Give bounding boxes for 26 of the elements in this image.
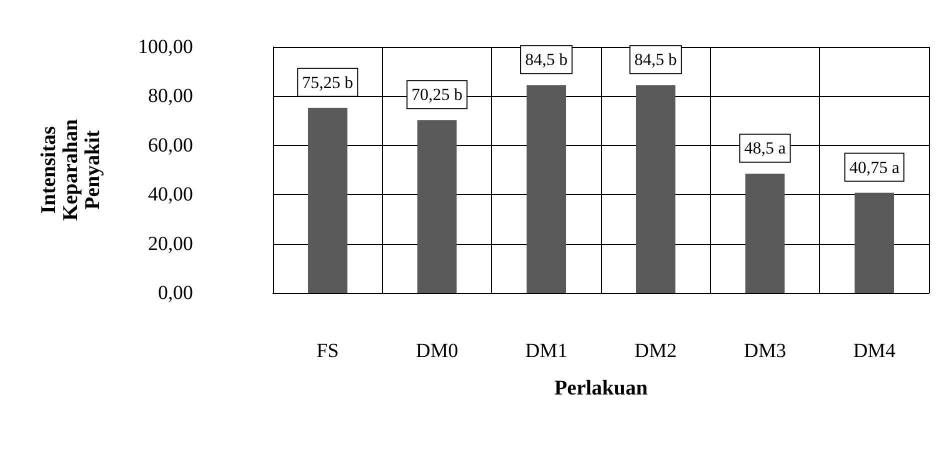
y-tick-label: 0,00 [158,282,193,304]
y-axis-title: Intensitas Keparahan Penyakit [36,118,104,221]
bar [526,85,566,293]
data-label: 48,5 a [744,138,786,158]
x-tick-label: DM1 [525,340,568,362]
data-label: 84,5 b [525,50,568,70]
data-label: 75,25 b [302,72,354,92]
bar [417,120,457,293]
bar [636,85,676,293]
bar [854,192,894,293]
y-tick-label: 60,00 [148,134,193,156]
x-tick-label: DM3 [744,340,786,362]
y-tick-label: 40,00 [148,184,193,206]
data-label: 40,75 a [849,158,900,177]
bar [745,174,785,293]
x-tick-label: FS [316,340,339,362]
y-tick-label: 20,00 [148,232,193,255]
x-tick-label: DM0 [416,340,458,362]
data-label: 70,25 b [412,85,462,104]
x-tick-label: DM2 [634,340,677,362]
y-tick-label: 80,00 [148,85,193,108]
x-tick-label: DM4 [853,340,896,362]
y-tick-label: 100,00 [138,36,193,58]
x-axis-title: Perlakuan [554,376,648,400]
bar [308,108,348,293]
data-label: 84,5 b [634,50,677,70]
